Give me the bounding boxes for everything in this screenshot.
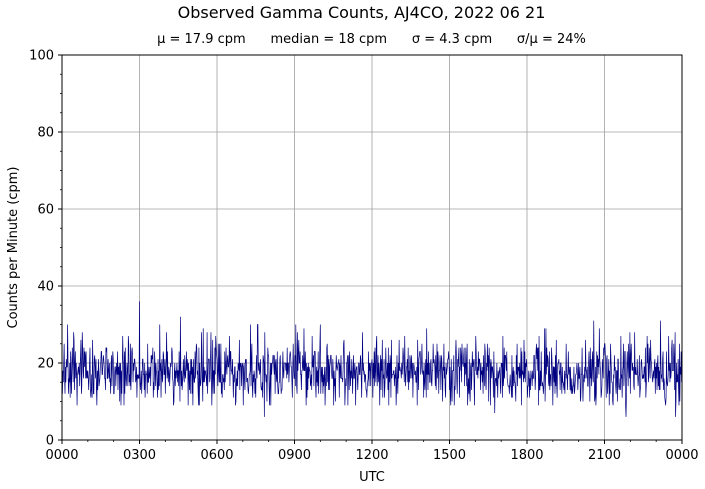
chart-subtitle: μ = 17.9 cpm median = 18 cpm σ = 4.3 cpm… <box>157 32 586 47</box>
x-tick-label: 0000 <box>45 448 78 463</box>
x-tick-label: 0000 <box>665 448 698 463</box>
y-tick-label: 20 <box>37 357 54 372</box>
x-tick-label: 1500 <box>433 448 466 463</box>
x-tick-label: 1800 <box>510 448 543 463</box>
y-axis-label: Counts per Minute (cpm) <box>6 167 21 329</box>
axis-ticks: 0000 0300 0600 0900 1200 1500 1800 2100 00000204… <box>29 49 698 464</box>
grid <box>61 54 683 441</box>
x-tick-label: 0600 <box>200 448 233 463</box>
y-tick-label: 40 <box>37 280 54 295</box>
x-tick-label: 2100 <box>588 448 621 463</box>
y-tick-label: 100 <box>29 49 54 64</box>
y-tick-label: 80 <box>37 126 54 141</box>
gamma-count-series-line <box>61 301 682 417</box>
chart-title: Observed Gamma Counts, AJ4CO, 2022 06 21 <box>177 3 546 22</box>
x-tick-label: 0300 <box>123 448 156 463</box>
x-tick-label: 1200 <box>355 448 388 463</box>
y-tick-label: 0 <box>46 434 54 449</box>
x-axis-label: UTC <box>359 470 385 485</box>
x-tick-label: 0900 <box>278 448 311 463</box>
series-layer <box>61 301 682 417</box>
y-tick-label: 60 <box>37 203 54 218</box>
